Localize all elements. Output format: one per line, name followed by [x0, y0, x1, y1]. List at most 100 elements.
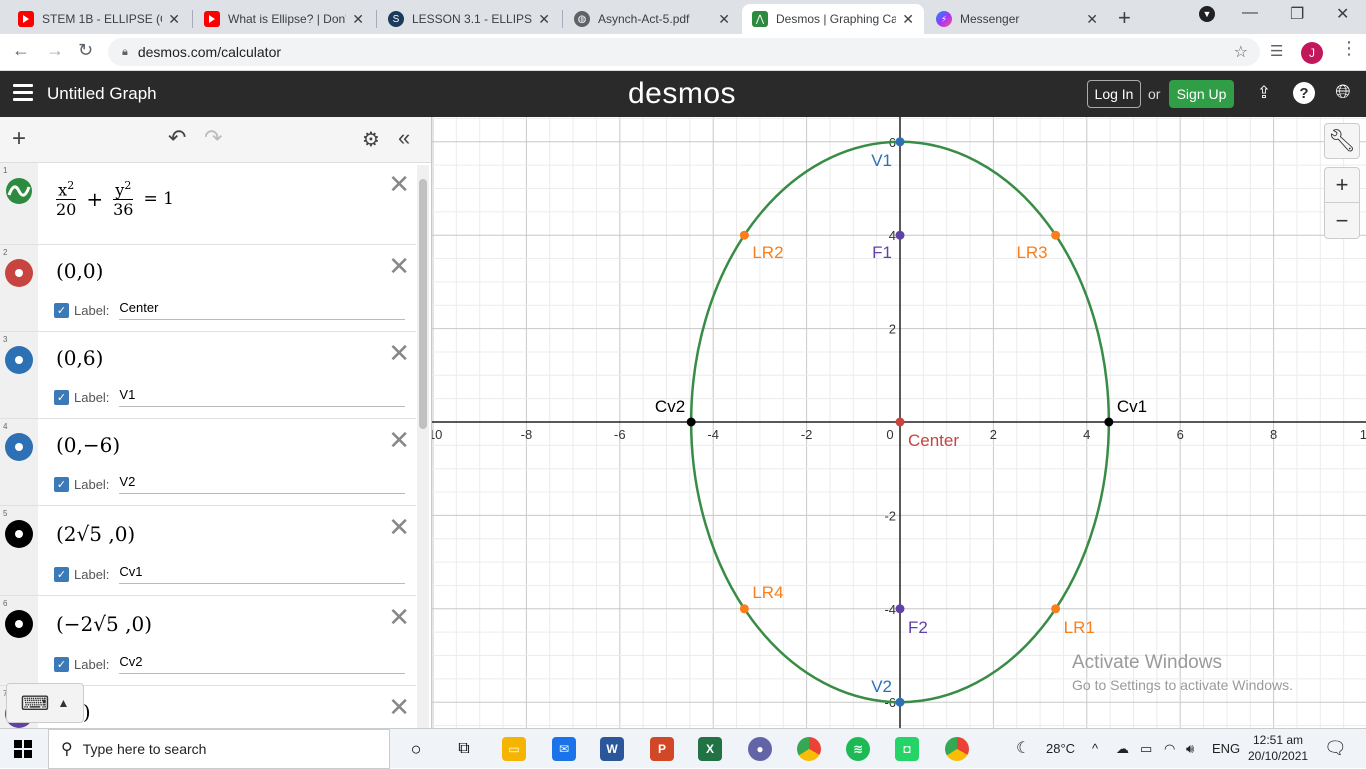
- expression-row-2[interactable]: 2 (0,0) ✕ ✓ Label: Center: [0, 245, 416, 332]
- minimize-button[interactable]: —: [1242, 4, 1258, 21]
- collapse-panel-icon[interactable]: «: [398, 125, 411, 150]
- reload-icon[interactable]: ↻: [78, 40, 94, 60]
- label-toggle[interactable]: ✓ Label: Cv2: [54, 654, 406, 674]
- label-toggle[interactable]: ✓ Label: Center: [54, 300, 406, 320]
- expression-row-6[interactable]: 6 (−2√5 ,0) ✕ ✓ Label: Cv2: [0, 596, 416, 686]
- tab-stem-ellipse[interactable]: STEM 1B - ELLIPSE (OF ✕: [8, 4, 190, 34]
- label-toggle[interactable]: ✓ Label: V2: [54, 474, 406, 494]
- weather-temperature[interactable]: 28°C: [1046, 741, 1076, 756]
- app-icon[interactable]: ◘: [895, 737, 919, 761]
- tab-lesson-ellipse[interactable]: S LESSON 3.1 - ELLIPSE ✕: [378, 4, 560, 34]
- tab-search-icon[interactable]: ▼: [1199, 6, 1215, 22]
- expression-row-4[interactable]: 4 (0,−6) ✕ ✓ Label: V2: [0, 419, 416, 506]
- hamburger-menu-icon[interactable]: [13, 84, 33, 102]
- point-color-icon[interactable]: [5, 433, 33, 461]
- label-input[interactable]: Cv1: [119, 564, 406, 584]
- language-indicator[interactable]: ENG: [1212, 741, 1241, 756]
- close-icon[interactable]: ✕: [352, 10, 364, 27]
- delete-expression-icon[interactable]: ✕: [388, 338, 410, 368]
- system-clock[interactable]: 12:51 am 20/10/2021: [1248, 733, 1309, 763]
- keypad-toggle-button[interactable]: ⌨ ▲: [6, 683, 84, 723]
- spotify-icon[interactable]: ≋: [846, 737, 870, 761]
- point-expression[interactable]: (0,−6): [56, 433, 121, 457]
- restore-button[interactable]: ❐: [1290, 6, 1305, 23]
- checkbox-checked-icon[interactable]: ✓: [54, 389, 69, 405]
- checkbox-checked-icon[interactable]: ✓: [54, 566, 69, 582]
- expression-row-3[interactable]: 3 (0,6) ✕ ✓ Label: V1: [0, 332, 416, 419]
- tab-what-is-ellipse[interactable]: What is Ellipse? | Don' ✕: [194, 4, 374, 34]
- excel-icon[interactable]: X: [698, 737, 722, 761]
- tab-messenger[interactable]: ⚡ Messenger ✕: [926, 4, 1108, 34]
- point-expression[interactable]: (−2√5 ,0): [56, 612, 152, 636]
- close-icon[interactable]: ✕: [538, 10, 550, 27]
- graph-curve-icon[interactable]: [5, 177, 33, 205]
- checkbox-checked-icon[interactable]: ✓: [54, 302, 69, 318]
- chrome-profile-icon[interactable]: [945, 737, 969, 761]
- delete-expression-icon[interactable]: ✕: [388, 169, 410, 199]
- share-icon[interactable]: ⇪: [1256, 83, 1272, 102]
- task-view-icon[interactable]: ⧉: [458, 740, 470, 757]
- messenger-app-icon[interactable]: ●: [748, 737, 772, 761]
- close-window-button[interactable]: ✕: [1336, 6, 1350, 23]
- settings-gear-icon[interactable]: ⚙: [362, 129, 380, 151]
- label-toggle[interactable]: ✓ Label: Cv1: [54, 564, 406, 584]
- notifications-icon[interactable]: 🗨︎: [1324, 738, 1347, 758]
- language-globe-icon[interactable]: 🌐︎: [1335, 82, 1351, 103]
- label-toggle[interactable]: ✓ Label: V1: [54, 387, 406, 407]
- wifi-icon[interactable]: ◠: [1164, 741, 1176, 756]
- zoom-out-button[interactable]: −: [1324, 203, 1360, 239]
- graph-settings-wrench-icon[interactable]: 🔧︎: [1324, 123, 1360, 159]
- profile-avatar[interactable]: J: [1301, 42, 1323, 64]
- redo-icon[interactable]: ↷: [204, 125, 223, 150]
- point-color-icon[interactable]: [5, 259, 33, 287]
- point-expression[interactable]: (0,6): [56, 346, 104, 370]
- delete-expression-icon[interactable]: ✕: [388, 512, 410, 542]
- powerpoint-icon[interactable]: P: [650, 737, 674, 761]
- point-color-icon[interactable]: [5, 610, 33, 638]
- expression-row-5[interactable]: 5 (2√5 ,0) ✕ ✓ Label: Cv1: [0, 506, 416, 596]
- label-input[interactable]: V1: [119, 387, 406, 407]
- battery-icon[interactable]: ▭: [1140, 741, 1153, 756]
- signup-button[interactable]: Sign Up: [1169, 80, 1234, 108]
- tray-overflow-icon[interactable]: ^: [1092, 741, 1099, 756]
- graph-title[interactable]: Untitled Graph: [47, 84, 157, 103]
- bookmark-star-icon[interactable]: ☆: [1233, 44, 1248, 61]
- volume-icon[interactable]: 🔊︎: [1186, 741, 1195, 756]
- weather-moon-icon[interactable]: ☾: [1016, 740, 1031, 757]
- expression-scrollbar[interactable]: [417, 165, 429, 728]
- undo-icon[interactable]: ↶: [168, 125, 187, 150]
- scrollbar-thumb[interactable]: [419, 179, 427, 429]
- add-item-icon[interactable]: +: [12, 125, 27, 152]
- expression-row-1[interactable]: 1 x2 20 + y2 36 = 1 ✕: [0, 163, 416, 245]
- delete-expression-icon[interactable]: ✕: [388, 425, 410, 455]
- word-icon[interactable]: W: [600, 737, 624, 761]
- taskbar-search[interactable]: ⚲ Type here to search: [48, 729, 390, 769]
- url-field[interactable]: 🔒︎ desmos.com/calculator ☆: [108, 38, 1260, 66]
- file-explorer-icon[interactable]: ▭: [502, 737, 526, 761]
- delete-expression-icon[interactable]: ✕: [388, 692, 410, 722]
- close-icon[interactable]: ✕: [1086, 10, 1098, 27]
- back-arrow-icon[interactable]: ←: [12, 40, 30, 60]
- forward-arrow-icon[interactable]: →: [46, 40, 64, 60]
- point-expression[interactable]: (2√5 ,0): [56, 522, 136, 546]
- label-input[interactable]: Cv2: [119, 654, 406, 674]
- delete-expression-icon[interactable]: ✕: [388, 602, 410, 632]
- browser-menu-icon[interactable]: ⋮: [1340, 38, 1358, 58]
- cortana-icon[interactable]: ○: [410, 738, 422, 759]
- mail-icon[interactable]: ✉: [552, 737, 576, 761]
- checkbox-checked-icon[interactable]: ✓: [54, 656, 69, 672]
- tab-desmos[interactable]: ⋀ Desmos | Graphing Ca ✕: [742, 4, 924, 34]
- label-input[interactable]: Center: [119, 300, 406, 320]
- close-icon[interactable]: ✕: [168, 10, 180, 27]
- close-icon[interactable]: ✕: [902, 10, 914, 27]
- point-color-icon[interactable]: [5, 346, 33, 374]
- label-input[interactable]: V2: [119, 474, 406, 494]
- onedrive-icon[interactable]: ☁: [1116, 741, 1129, 756]
- chrome-icon[interactable]: [797, 737, 821, 761]
- tab-asynch-pdf[interactable]: ◍ Asynch-Act-5.pdf ✕: [564, 4, 740, 34]
- help-icon[interactable]: ?: [1293, 82, 1315, 104]
- graph-paper[interactable]: -10-8-6-4-20246810642-2-4-6CenterV1V2Cv1…: [432, 117, 1366, 728]
- zoom-in-button[interactable]: +: [1324, 167, 1360, 203]
- point-expression[interactable]: (0,0): [56, 259, 104, 283]
- login-button[interactable]: Log In: [1087, 80, 1141, 108]
